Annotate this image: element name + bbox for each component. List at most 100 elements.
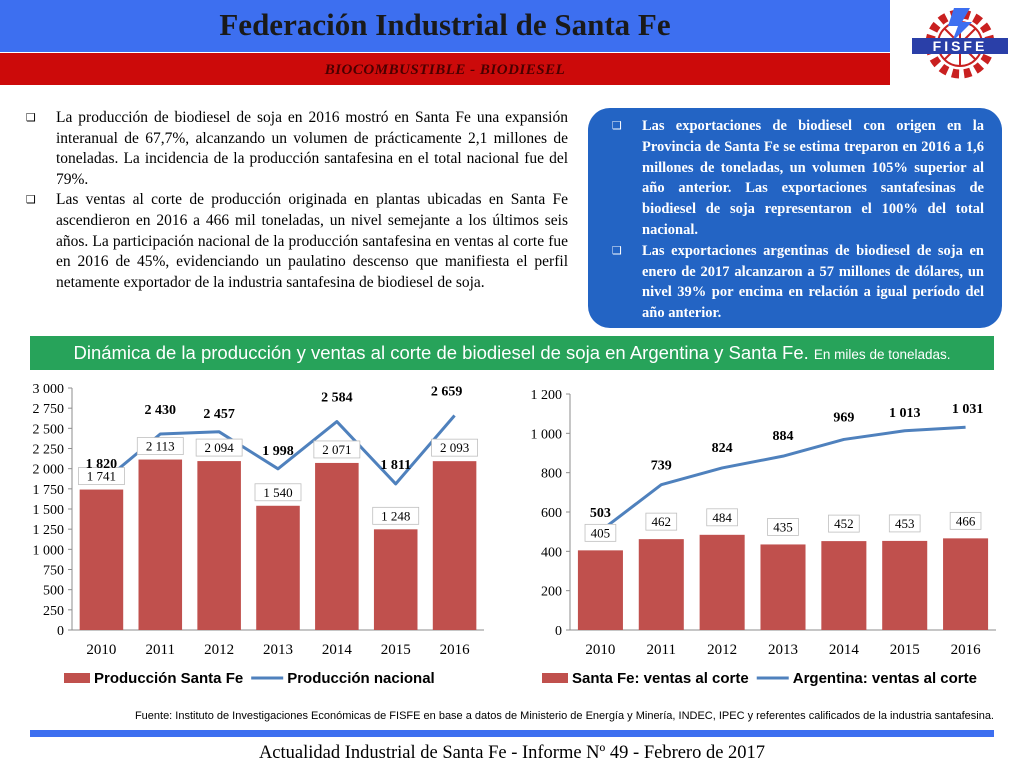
bar-data-label-box bbox=[949, 511, 982, 530]
y-tick-label: 1 200 bbox=[531, 388, 563, 403]
bar-data-label-box bbox=[78, 467, 125, 485]
line-data-label: 1 998 bbox=[262, 444, 294, 459]
legend-bar-label: Santa Fe: ventas al corte bbox=[572, 670, 749, 687]
production-chart: 0 250 500 750 1 000 1 250 1 500 1 750 2 000 2 250… bbox=[33, 382, 484, 687]
bar-data-label-box bbox=[828, 514, 860, 533]
bar-data-label: 2 113 bbox=[136, 437, 184, 455]
y-tick-label: 400 bbox=[541, 545, 562, 560]
x-tick-label: 2015 bbox=[381, 642, 411, 658]
bar bbox=[138, 459, 183, 630]
legend-line-label: Argentina: ventas al corte bbox=[793, 670, 977, 687]
x-tick-label: 2014 bbox=[322, 642, 353, 658]
x-tick-label: 2012 bbox=[204, 642, 234, 658]
bar-data-label-box bbox=[706, 508, 738, 527]
bar-data-label-text: 484 bbox=[712, 510, 732, 525]
bar-data-label: 1 741 bbox=[78, 467, 125, 485]
bar-data-label-text: 405 bbox=[591, 525, 611, 540]
bar bbox=[197, 461, 241, 630]
lightning-icon bbox=[948, 8, 972, 42]
x-tick-label: 2013 bbox=[768, 642, 798, 658]
bar-data-label: 452 bbox=[828, 514, 860, 533]
bar-data-label-text: 453 bbox=[895, 516, 915, 531]
bar bbox=[256, 505, 300, 630]
y-tick-label: 2 250 bbox=[33, 443, 65, 458]
line-data-label: 1 031 bbox=[952, 402, 984, 417]
bar-data-label-text: 1 540 bbox=[263, 485, 292, 500]
x-tick-label: 2013 bbox=[263, 642, 293, 658]
checkbox-bullet-icon: ❑ bbox=[612, 243, 622, 257]
y-tick-label: 800 bbox=[541, 467, 562, 482]
line-data-label: 1 811 bbox=[380, 458, 411, 473]
exports-callout: ❑ Las exportaciones de biodiesel con orig… bbox=[588, 108, 1002, 328]
section-subtitle: BIOCOMBUSTIBLE - BIODIESEL bbox=[324, 62, 566, 78]
subheader-band bbox=[0, 53, 890, 85]
bar bbox=[315, 462, 359, 630]
line-data-label: 2 430 bbox=[145, 403, 177, 418]
bar-data-label-text: 2 071 bbox=[322, 442, 351, 457]
line-data-label: 969 bbox=[833, 410, 854, 425]
bar-data-label-text: 2 094 bbox=[205, 440, 235, 455]
bar bbox=[760, 544, 806, 630]
logo-text: FISFE bbox=[933, 38, 988, 54]
footer-text: Actualidad Industrial de Santa Fe - Info… bbox=[258, 743, 766, 763]
bar-data-label: 1 248 bbox=[372, 506, 420, 525]
bar-data-label: 484 bbox=[706, 508, 738, 527]
y-tick-label: 0 bbox=[57, 624, 64, 639]
bar-data-label-box bbox=[645, 512, 678, 531]
x-tick-label: 2011 bbox=[647, 642, 676, 658]
bar-data-label-text: 466 bbox=[956, 513, 976, 528]
footer-band bbox=[30, 730, 994, 737]
bullet-text: Las exportaciones argentinas de biodiese… bbox=[642, 242, 984, 322]
fisfe-logo: FISFE bbox=[912, 8, 1008, 79]
bullet-item: ❑ Las ventas al corte de producción origi… bbox=[24, 190, 568, 293]
bar-data-label-box bbox=[431, 438, 478, 457]
bar-data-label-text: 452 bbox=[834, 516, 854, 531]
bar-data-label-box bbox=[372, 506, 420, 525]
x-tick-label: 2011 bbox=[146, 642, 175, 658]
bar-data-label: 405 bbox=[584, 523, 617, 542]
y-tick-label: 2 750 bbox=[33, 402, 65, 417]
bullet-text: La producción de biodiesel de soja en 20… bbox=[56, 109, 568, 188]
bar bbox=[373, 529, 418, 630]
x-tick-label: 2014 bbox=[829, 642, 860, 658]
checkbox-bullet-icon: ❑ bbox=[26, 193, 36, 207]
bar bbox=[882, 540, 928, 630]
bar-data-label-box bbox=[767, 518, 799, 536]
x-tick-label: 2012 bbox=[707, 642, 737, 658]
y-tick-label: 1 500 bbox=[33, 503, 65, 518]
bar bbox=[943, 538, 989, 630]
x-tick-label: 2016 bbox=[440, 642, 471, 658]
bar-data-label-box bbox=[195, 438, 243, 457]
bullet-text: Las ventas al corte de producción origin… bbox=[56, 191, 568, 291]
y-tick-label: 200 bbox=[541, 585, 562, 600]
bar-data-label: 2 071 bbox=[313, 440, 361, 459]
line-data-label: 2 457 bbox=[203, 407, 235, 422]
y-tick-label: 250 bbox=[43, 604, 64, 619]
y-tick-label: 1 250 bbox=[33, 523, 65, 538]
bullet-item: ❑ Las exportaciones de biodiesel con orig… bbox=[604, 116, 984, 241]
y-tick-label: 750 bbox=[43, 564, 64, 579]
y-tick-label: 1 750 bbox=[33, 483, 65, 498]
y-tick-label: 2 000 bbox=[33, 463, 65, 478]
line-data-label: 2 659 bbox=[431, 385, 463, 400]
x-tick-label: 2015 bbox=[890, 642, 920, 658]
x-tick-label: 2016 bbox=[951, 642, 982, 658]
bar-data-label-text: 462 bbox=[652, 514, 672, 529]
line-data-label: 2 584 bbox=[321, 391, 353, 406]
checkbox-bullet-icon: ❑ bbox=[26, 111, 36, 124]
bar-data-label-box bbox=[584, 523, 617, 542]
left-bullet-list: ❑ La producción de biodiesel de soja en 2… bbox=[24, 108, 568, 293]
source-note: Fuente: Instituto de Investigaciones Eco… bbox=[134, 710, 994, 722]
bar-data-label-box bbox=[888, 514, 921, 533]
y-tick-label: 2 500 bbox=[33, 422, 65, 437]
x-tick-label: 2010 bbox=[585, 642, 615, 658]
line-data-label: 1 820 bbox=[86, 457, 118, 472]
line-data-label: 739 bbox=[651, 459, 672, 474]
legend-bar-label: Producción Santa Fe bbox=[94, 670, 243, 687]
chart-section-banner: Dinámica de la producción y ventas al co… bbox=[30, 336, 994, 370]
bullet-text: Las exportaciones de biodiesel con orige… bbox=[642, 118, 984, 238]
bar bbox=[432, 461, 477, 630]
bar-data-label-box bbox=[254, 483, 302, 502]
bar-data-label: 2 094 bbox=[195, 438, 243, 457]
bar-data-label-box bbox=[313, 440, 361, 459]
